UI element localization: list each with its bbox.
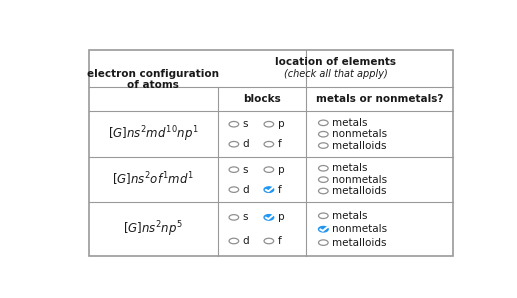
Text: p: p <box>278 119 284 129</box>
Text: s: s <box>242 119 248 129</box>
Circle shape <box>264 215 273 220</box>
Text: (check all that apply): (check all that apply) <box>284 69 388 79</box>
Text: p: p <box>278 164 284 175</box>
Text: nonmetals: nonmetals <box>332 224 387 234</box>
Text: metals: metals <box>332 118 368 128</box>
Text: metalloids: metalloids <box>332 238 387 248</box>
Text: electron configuration: electron configuration <box>87 69 219 79</box>
Text: d: d <box>242 185 249 195</box>
Circle shape <box>264 187 273 193</box>
Text: d: d <box>242 236 249 246</box>
Text: metals or nonmetals?: metals or nonmetals? <box>316 94 443 104</box>
Text: f: f <box>278 236 281 246</box>
Text: of atoms: of atoms <box>128 80 179 90</box>
Circle shape <box>318 226 328 232</box>
Text: nonmetals: nonmetals <box>332 175 387 185</box>
Text: blocks: blocks <box>243 94 281 104</box>
Text: s: s <box>242 212 248 222</box>
Text: metalloids: metalloids <box>332 141 387 150</box>
Text: nonmetals: nonmetals <box>332 129 387 139</box>
Text: s: s <box>242 164 248 175</box>
Text: d: d <box>242 139 249 149</box>
Bar <box>89 49 453 256</box>
Text: metals: metals <box>332 163 368 173</box>
Text: $[G]ns^{2}np^{5}$: $[G]ns^{2}np^{5}$ <box>124 219 184 239</box>
Text: $[G]ns^{2}of^{1}md^{1}$: $[G]ns^{2}of^{1}md^{1}$ <box>112 171 194 188</box>
Text: f: f <box>278 139 281 149</box>
Text: location of elements: location of elements <box>275 58 396 67</box>
Text: f: f <box>278 185 281 195</box>
Text: metalloids: metalloids <box>332 186 387 196</box>
Text: $[G]ns^{2}md^{10}np^{1}$: $[G]ns^{2}md^{10}np^{1}$ <box>108 124 199 144</box>
Text: metals: metals <box>332 211 368 221</box>
Text: p: p <box>278 212 284 222</box>
